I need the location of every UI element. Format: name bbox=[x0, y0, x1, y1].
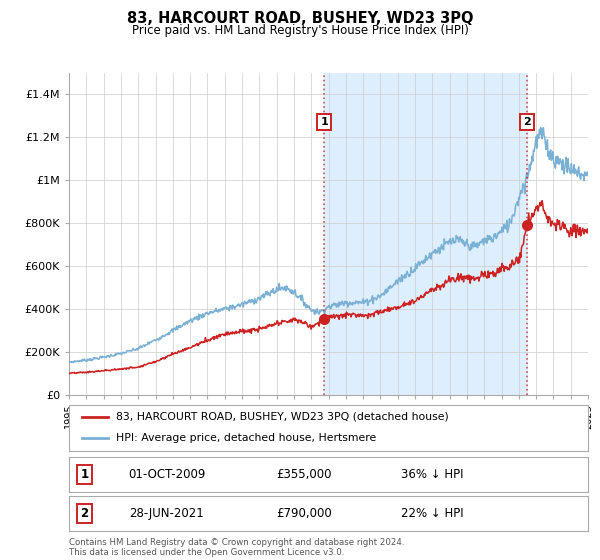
Text: Price paid vs. HM Land Registry's House Price Index (HPI): Price paid vs. HM Land Registry's House … bbox=[131, 24, 469, 36]
Text: Contains HM Land Registry data © Crown copyright and database right 2024.
This d: Contains HM Land Registry data © Crown c… bbox=[69, 538, 404, 557]
Text: £355,000: £355,000 bbox=[277, 468, 332, 481]
Text: 2: 2 bbox=[80, 507, 89, 520]
Bar bbox=[324, 73, 527, 395]
Text: 83, HARCOURT ROAD, BUSHEY, WD23 3PQ (detached house): 83, HARCOURT ROAD, BUSHEY, WD23 3PQ (det… bbox=[116, 412, 448, 422]
Text: 1: 1 bbox=[320, 117, 328, 127]
Text: 22% ↓ HPI: 22% ↓ HPI bbox=[401, 507, 464, 520]
Text: 28-JUN-2021: 28-JUN-2021 bbox=[128, 507, 203, 520]
Text: HPI: Average price, detached house, Hertsmere: HPI: Average price, detached house, Hert… bbox=[116, 433, 376, 443]
Text: 01-OCT-2009: 01-OCT-2009 bbox=[128, 468, 206, 481]
Text: 1: 1 bbox=[80, 468, 89, 481]
Text: 2: 2 bbox=[524, 117, 532, 127]
Text: £790,000: £790,000 bbox=[277, 507, 332, 520]
Text: 83, HARCOURT ROAD, BUSHEY, WD23 3PQ: 83, HARCOURT ROAD, BUSHEY, WD23 3PQ bbox=[127, 11, 473, 26]
Text: 36% ↓ HPI: 36% ↓ HPI bbox=[401, 468, 464, 481]
